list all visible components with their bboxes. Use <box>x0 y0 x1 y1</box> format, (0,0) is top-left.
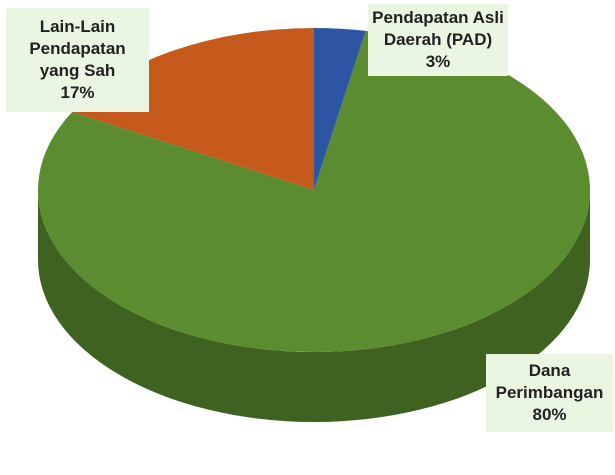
data-label: Pendapatan Asli Daerah (PAD) 3% <box>368 4 508 76</box>
pie-slice <box>37 30 590 352</box>
category-label: Dana Perimbangan <box>495 361 604 402</box>
value-label: 80% <box>532 405 567 424</box>
category-label: Lain-Lain Pendapatan yang Sah <box>29 17 126 80</box>
pie-side <box>38 190 590 422</box>
pie-slice <box>314 28 366 190</box>
value-label: 17% <box>60 83 95 102</box>
data-label: Lain-Lain Pendapatan yang Sah 17% <box>6 8 149 112</box>
category-label: Pendapatan Asli Daerah (PAD) <box>372 8 504 49</box>
data-label: Dana Perimbangan 80% <box>486 354 613 432</box>
value-label: 3% <box>425 52 451 71</box>
